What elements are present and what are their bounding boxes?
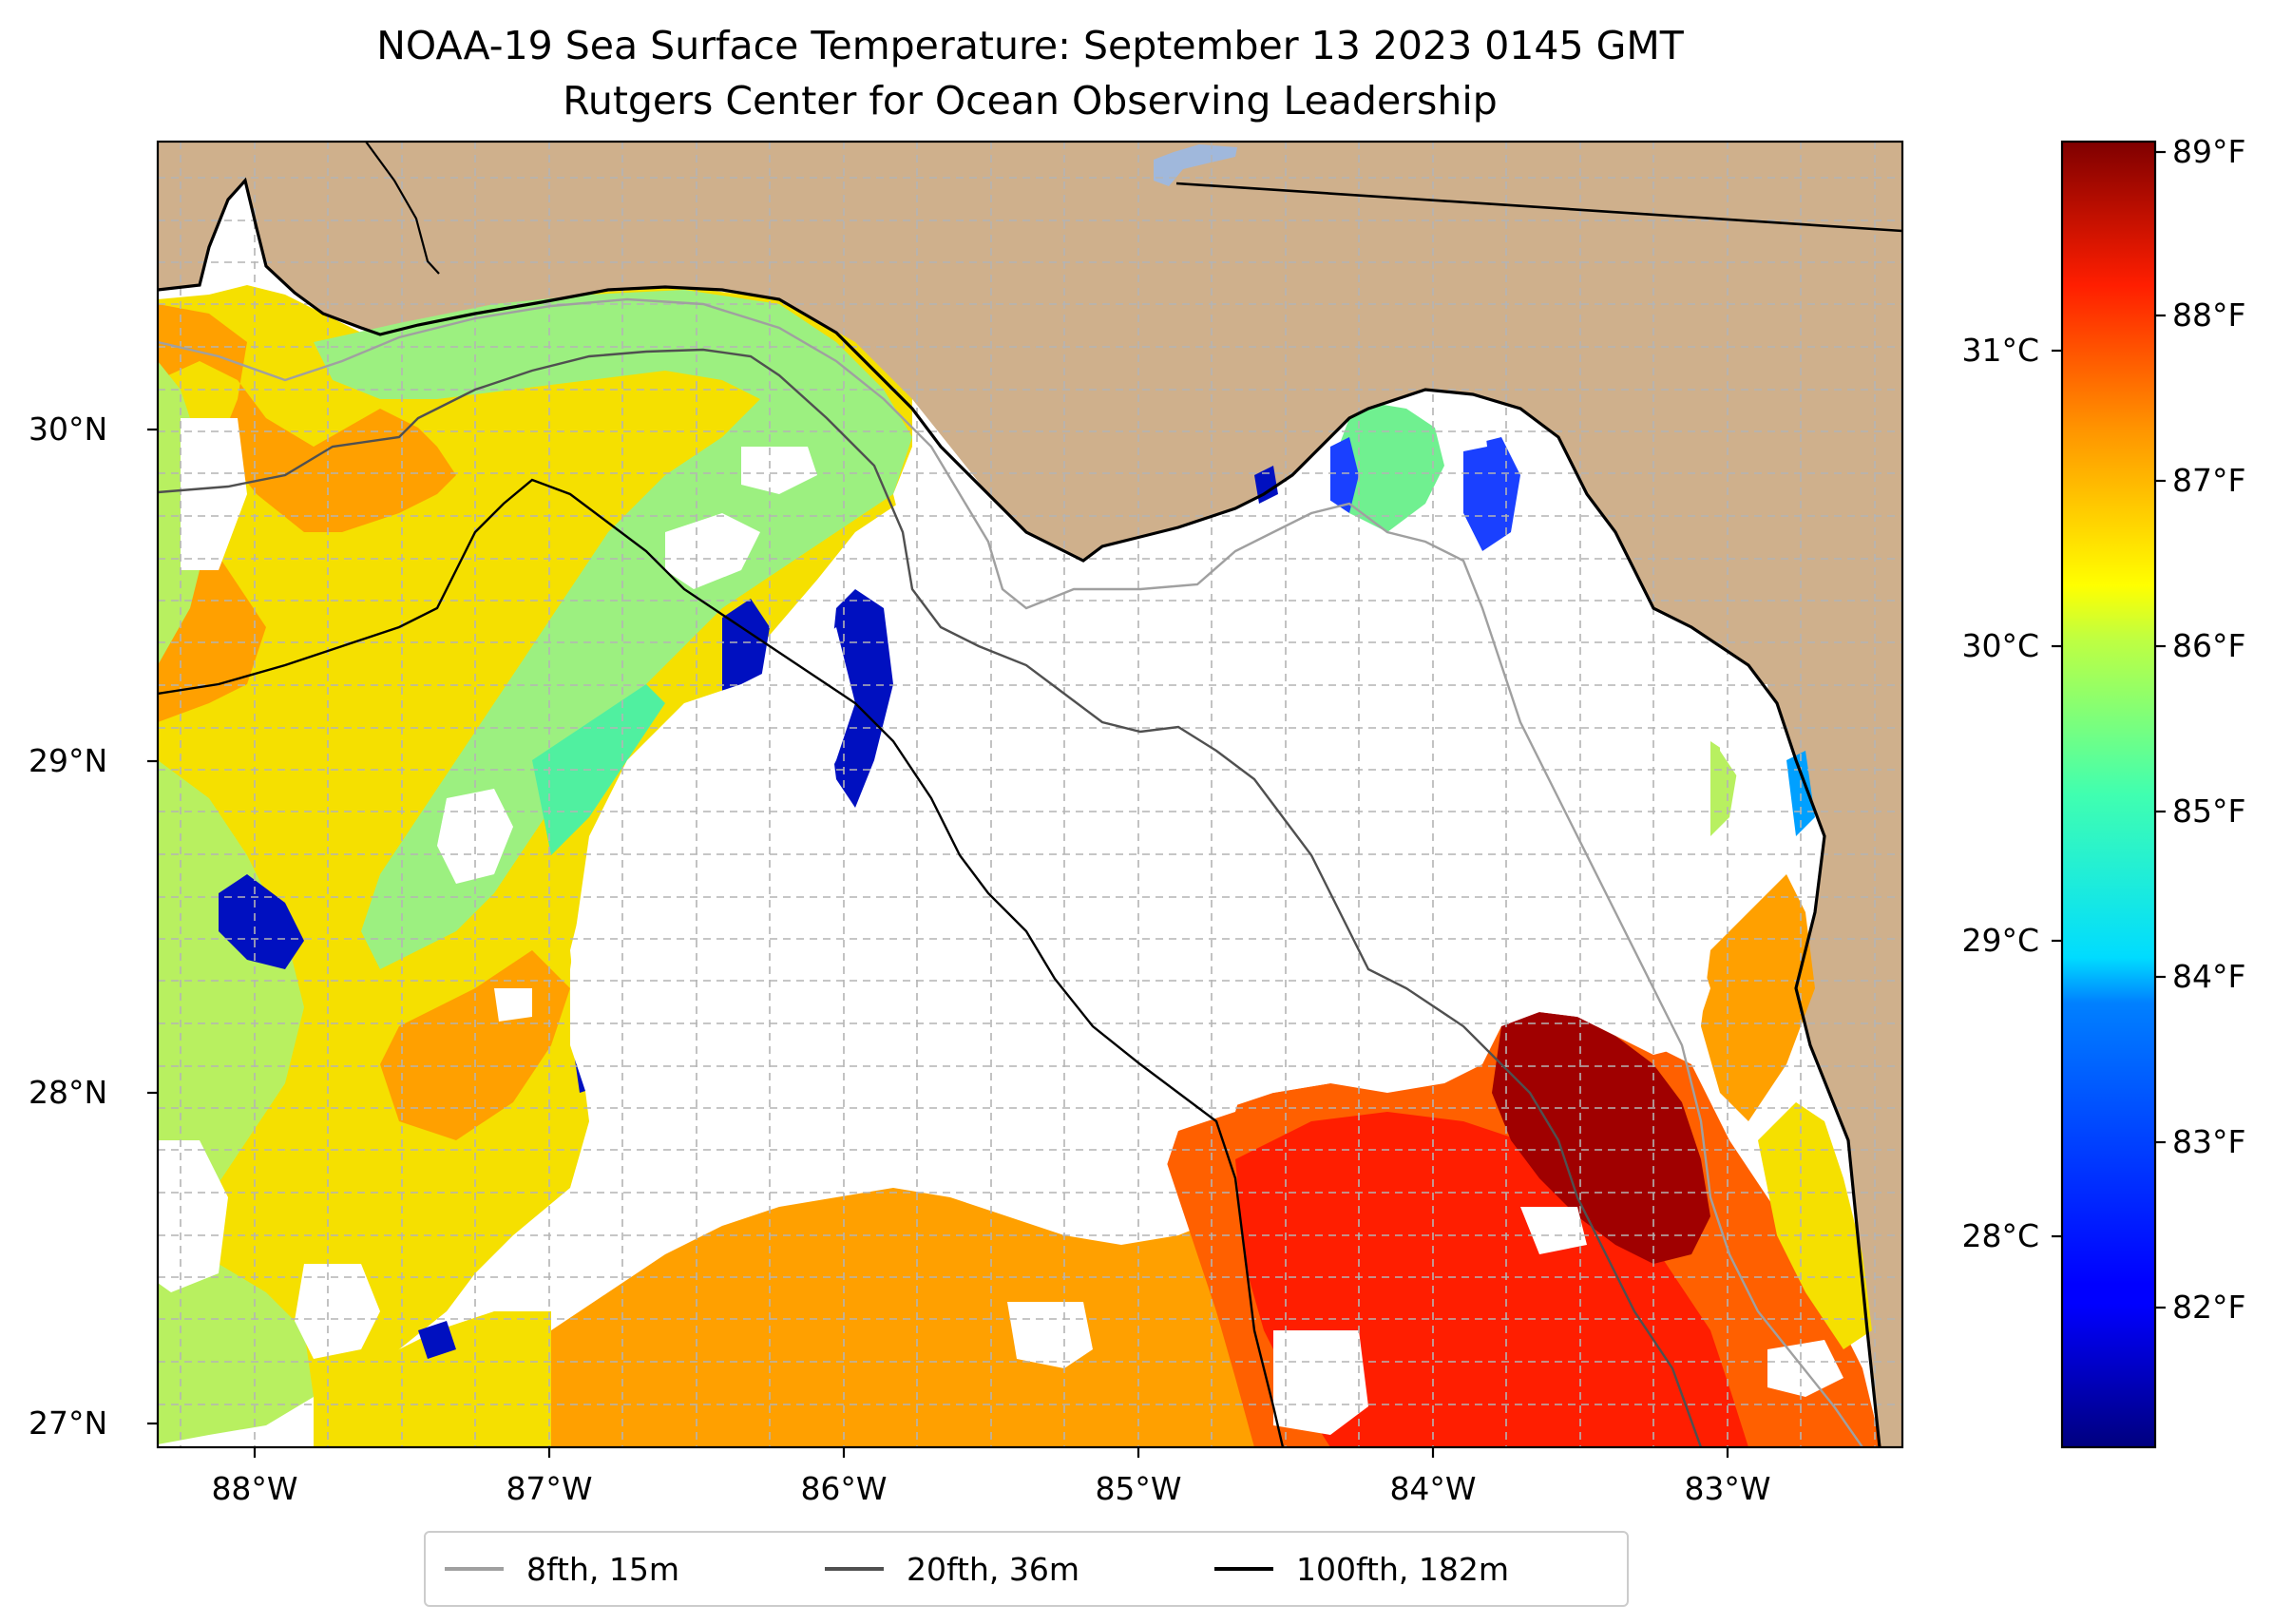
legend-label: 8fth, 15m — [526, 1550, 680, 1588]
colorbar-frame — [2060, 140, 2157, 1449]
contour-20fth — [158, 348, 1703, 1447]
contour-100fth — [158, 478, 1285, 1447]
chart-title: NOAA-19 Sea Surface Temperature: Septemb… — [376, 23, 1684, 68]
lake — [1154, 144, 1237, 186]
lat-tick-label: 27°N — [29, 1404, 108, 1442]
legend-item-100fth: 100fth, 182m — [1214, 1533, 1509, 1605]
coastline — [158, 177, 1881, 1447]
lon-tick-label: 88°W — [211, 1470, 298, 1507]
legend-item-20fth: 20fth, 36m — [825, 1533, 1079, 1605]
lon-tick-label: 84°W — [1389, 1470, 1477, 1507]
legend-line-swatch — [445, 1567, 504, 1571]
lon-tick-label: 86°W — [800, 1470, 888, 1507]
colorbar-f-label: 85°F — [2172, 793, 2246, 830]
legend-line-swatch — [825, 1567, 884, 1571]
legend-item-8fth: 8fth, 15m — [445, 1533, 679, 1605]
colorbar-c-label: 29°C — [1961, 922, 2039, 959]
colorbar — [2062, 142, 2155, 1447]
lat-tick-label: 30°N — [29, 411, 108, 448]
lon-tick-label: 87°W — [506, 1470, 593, 1507]
colorbar-c-label: 28°C — [1961, 1217, 2039, 1254]
lat-tick-label: 28°N — [29, 1074, 108, 1111]
legend-line-swatch — [1214, 1567, 1273, 1571]
lon-tick-label: 85°W — [1095, 1470, 1182, 1507]
contour-8fth — [158, 297, 1863, 1447]
lat-tick-label: 29°N — [29, 742, 108, 779]
map-panel — [158, 142, 1902, 1447]
colorbar-f-label: 89°F — [2172, 133, 2246, 170]
colorbar-f-label: 84°F — [2172, 958, 2246, 995]
axis-ticks — [147, 428, 1729, 1458]
colorbar-f-label: 87°F — [2172, 462, 2246, 499]
colorbar-c-label: 31°C — [1961, 332, 2039, 369]
state-boundary — [1175, 182, 1902, 233]
colorbar-f-label: 83°F — [2172, 1123, 2246, 1160]
map-frame — [156, 140, 1904, 1449]
state-boundary-west — [365, 142, 440, 275]
lon-tick-label: 83°W — [1684, 1470, 1771, 1507]
land-area — [158, 142, 1902, 1447]
legend-label: 20fth, 36m — [907, 1550, 1079, 1588]
colorbar-c-label: 30°C — [1961, 627, 2039, 664]
legend: 8fth, 15m 20fth, 36m 100fth, 182m — [424, 1531, 1629, 1607]
colorbar-f-label: 86°F — [2172, 627, 2246, 664]
sst-field — [158, 285, 1881, 1447]
gridlines — [158, 142, 1902, 1447]
chart-subtitle: Rutgers Center for Ocean Observing Leade… — [563, 78, 1498, 124]
legend-label: 100fth, 182m — [1296, 1550, 1509, 1588]
colorbar-f-label: 82°F — [2172, 1289, 2246, 1326]
colorbar-ticks — [2052, 150, 2166, 1309]
colorbar-f-label: 88°F — [2172, 296, 2246, 334]
